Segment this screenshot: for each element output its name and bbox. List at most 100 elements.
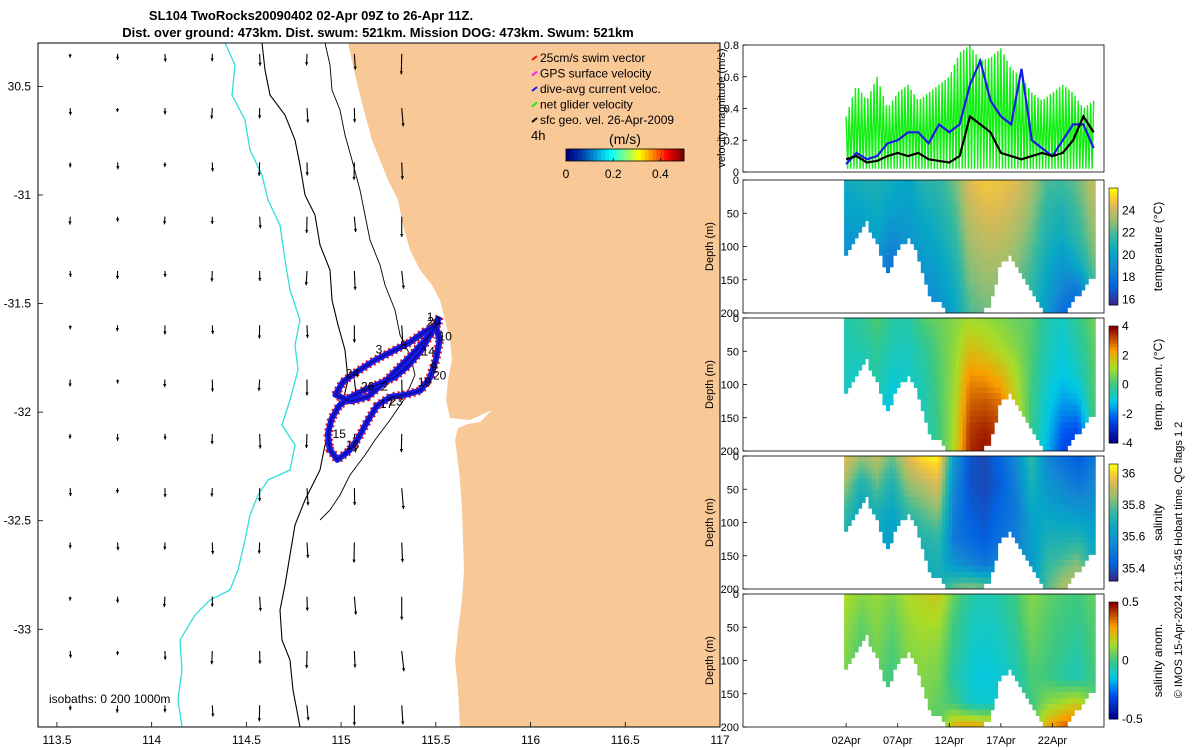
section-cell: [983, 323, 988, 331]
section-cell: [976, 387, 981, 394]
section-cell: [969, 571, 974, 579]
section-cell: [1060, 289, 1065, 297]
section-cell: [987, 260, 992, 268]
section-cell: [851, 208, 856, 216]
section-cell: [955, 513, 960, 521]
section-cell: [987, 542, 992, 550]
section-cell: [1067, 226, 1072, 233]
section-cell: [892, 352, 897, 360]
section-cell: [987, 266, 992, 274]
section-cell: [976, 634, 981, 641]
section-cell: [1077, 203, 1082, 210]
section-cell: [1091, 508, 1096, 515]
section-cell: [868, 358, 873, 365]
section-cell: [1007, 387, 1013, 394]
section-cell: [955, 197, 960, 204]
section-cell: [962, 686, 967, 693]
section-cell: [903, 329, 908, 336]
section-cell: [1035, 404, 1040, 412]
section-cell: [945, 284, 950, 291]
section-cell: [997, 370, 1002, 377]
section-cell: [910, 214, 915, 222]
section-cell: [847, 341, 852, 348]
section-cell: [934, 260, 939, 268]
colorbar-cell: [632, 149, 638, 161]
section-cell: [1011, 237, 1016, 245]
section-cell: [1077, 519, 1082, 526]
section-cell: [1039, 232, 1044, 239]
section-cell: [1063, 467, 1068, 474]
section-cell: [844, 663, 849, 670]
section-cell: [899, 490, 904, 498]
section-cell: [851, 346, 856, 354]
section-cell: [896, 220, 901, 227]
section-cell: [871, 456, 877, 463]
section-cell: [882, 496, 887, 503]
section-cell: [920, 185, 925, 193]
section-cell: [892, 381, 897, 388]
section-cell: [1039, 370, 1044, 377]
section-cell: [966, 226, 971, 233]
colorbar-cell: [621, 149, 626, 161]
section-cell: [1046, 260, 1051, 268]
section-cell: [1014, 346, 1020, 354]
section-cell: [990, 289, 995, 297]
section-cell: [854, 370, 859, 377]
section-cell: [878, 191, 884, 198]
section-cell: [1049, 484, 1054, 492]
section-cell: [1060, 197, 1065, 204]
section-cell: [1060, 398, 1065, 406]
section-cell: [903, 318, 908, 325]
section-cell: [934, 703, 939, 711]
section-cell: [920, 180, 925, 187]
section-colorbar-cell: [1109, 522, 1118, 526]
section-cell: [1049, 404, 1054, 412]
section-cell: [927, 617, 932, 624]
current-arrow-head: [68, 326, 72, 330]
section-cell: [997, 341, 1002, 348]
section-cell: [1046, 232, 1051, 239]
section-cell: [983, 542, 988, 550]
section-cell: [1032, 191, 1037, 198]
section-cell: [941, 622, 946, 630]
section-cell: [966, 278, 971, 285]
section-cell: [976, 422, 981, 429]
section-cell: [1021, 531, 1026, 538]
section-cell: [945, 680, 950, 688]
section-cell: [952, 617, 957, 624]
section-cell: [931, 214, 936, 222]
section-cell: [994, 410, 999, 417]
section-cell: [854, 226, 859, 233]
section-cell: [1007, 502, 1013, 509]
section-cell: [1000, 220, 1006, 227]
section-cell: [934, 536, 939, 544]
section-cell: [885, 456, 891, 463]
section-cell: [854, 220, 859, 227]
section-cell: [983, 180, 988, 187]
section-cell: [1042, 289, 1047, 297]
section-cell: [948, 243, 953, 250]
section-cell: [941, 554, 946, 561]
section-cell: [1025, 375, 1030, 383]
section-cell: [913, 329, 918, 336]
section-cell: [1025, 255, 1030, 262]
section-cell: [1035, 329, 1040, 336]
section-cell: [969, 456, 974, 463]
section-cell: [1014, 232, 1020, 239]
section-cell: [959, 560, 964, 567]
section-cell: [1014, 341, 1020, 348]
section-cell: [1028, 508, 1033, 515]
section-cell: [934, 318, 939, 325]
section-cell: [938, 237, 943, 245]
section-cell: [889, 525, 894, 532]
section-colorbar-label: temp. anom. (°C): [1151, 339, 1165, 431]
section-cell: [938, 387, 943, 394]
section-cell: [1014, 318, 1020, 325]
section-cell: [980, 525, 985, 532]
section-cell: [973, 628, 978, 636]
section-cell: [906, 646, 911, 653]
current-arrow-head: [68, 273, 73, 277]
section-cell: [994, 197, 999, 204]
section-cell: [910, 479, 915, 486]
